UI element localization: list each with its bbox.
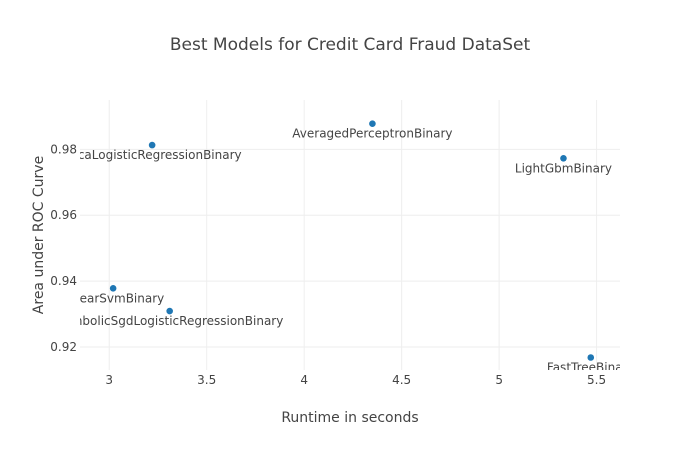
data-point[interactable] — [560, 154, 567, 162]
x-tick-label: 4 — [300, 373, 308, 387]
axis-ticks: 3 3.5 4 4.5 5 5.5 0.92 0.94 0.96 0.98 — [50, 142, 606, 387]
y-tick-label: 0.94 — [50, 274, 77, 288]
data-point-label: FastTreeBinary — [547, 360, 635, 374]
data-point[interactable] — [369, 120, 376, 128]
y-axis-title: Area under ROC Curve — [31, 156, 47, 314]
data-point[interactable] — [587, 354, 595, 361]
data-point[interactable] — [148, 141, 156, 149]
data-point-label: LightGbmBinary — [515, 161, 612, 175]
x-tick-label: 5.5 — [587, 373, 606, 387]
chart-title: Best Models for Credit Card Fraud DataSe… — [170, 35, 531, 55]
plot-area: SdcaLogisticRegressionBinary AveragedPerc… — [56, 120, 635, 374]
x-tick-label: 5 — [495, 373, 503, 387]
data-point-label: LinearSvmBinary — [62, 291, 164, 305]
x-tick-label: 3 — [105, 373, 113, 387]
x-tick-label: 3.5 — [197, 373, 216, 387]
x-axis-title: Runtime in seconds — [281, 410, 418, 426]
y-tick-label: 0.96 — [50, 208, 77, 222]
data-point-label: SdcaLogisticRegressionBinary — [63, 148, 242, 162]
data-point[interactable] — [109, 285, 117, 292]
y-tick-label: 0.92 — [50, 340, 77, 354]
data-point-label: AveragedPerceptronBinary — [292, 127, 452, 141]
data-point-label: SymbolicSgdLogisticRegressionBinary — [56, 314, 283, 328]
x-tick-label: 4.5 — [392, 373, 411, 387]
grid-lines — [80, 100, 620, 370]
data-point[interactable] — [166, 307, 173, 315]
y-tick-label: 0.98 — [50, 142, 77, 156]
